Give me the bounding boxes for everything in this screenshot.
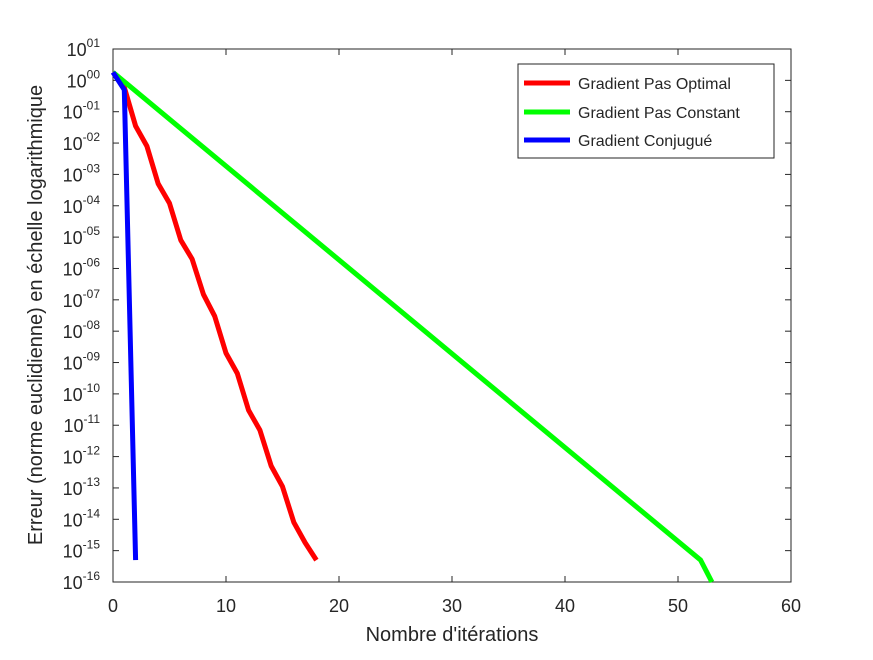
legend: Gradient Pas Optimal Gradient Pas Consta… [517,63,775,159]
y-tick-label: 10-05 [63,224,101,248]
y-tick-label: 10-08 [63,318,101,342]
legend-label-gradient-conjugue: Gradient Conjugué [578,133,712,150]
axis-ticks: 0 10 20 30 40 50 60 1001 1000 10-01 10-02 10-03 10-0… [63,36,801,616]
y-tick-label: 10-10 [63,381,101,405]
x-tick-label: 30 [442,596,462,616]
y-tick-label: 10-03 [63,161,101,185]
y-tick-label: 10-02 [63,130,101,154]
y-tick-label: 1000 [67,67,101,91]
y-tick-label: 10-15 [63,538,101,562]
x-tick-label: 20 [329,596,349,616]
x-tick-label: 60 [781,596,801,616]
y-tick-label: 1001 [67,36,101,60]
y-tick-label: 10-01 [63,99,101,123]
x-tick-label: 0 [108,596,118,616]
y-tick-label: 10-13 [63,475,101,499]
x-axis-label: Nombre d'itérations [366,624,539,646]
y-tick-label: 10-07 [63,287,101,311]
y-tick-label: 10-14 [63,506,101,530]
series-line-1 [111,70,715,584]
y-tick-label: 10-12 [63,444,101,468]
x-tick-label: 10 [216,596,236,616]
y-tick-label: 10-06 [63,255,101,279]
legend-label-gradient-pas-constant: Gradient Pas Constant [578,105,740,122]
legend-label-gradient-pas-optimal: Gradient Pas Optimal [578,76,731,93]
y-tick-label: 10-11 [64,412,101,436]
x-tick-label: 50 [668,596,688,616]
series-line-0 [111,70,319,562]
series-line-2 [110,70,139,561]
y-tick-label: 10-09 [63,350,101,374]
y-tick-label: 10-16 [63,569,101,593]
y-tick-label: 10-04 [63,193,101,217]
series-lines [110,70,715,584]
x-tick-label: 40 [555,596,575,616]
y-axis-label: Erreur (norme euclidienne) en échelle lo… [25,85,47,545]
